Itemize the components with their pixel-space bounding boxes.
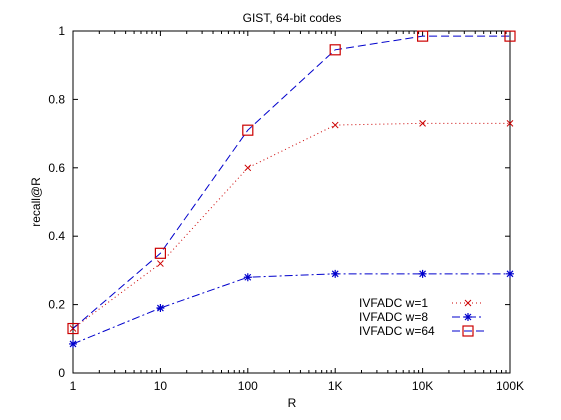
x-tick-label: 100K [496,379,524,393]
legend-label: IVFADC w=64 [359,324,435,338]
series-3 [67,30,516,335]
square-marker [504,30,516,42]
x-tick-labels: 1 10 100 1K 10K 100K [70,379,524,393]
star-marker [243,273,252,282]
x-tick-label: 10 [154,379,168,393]
square-marker [67,322,79,335]
series-line [72,35,510,329]
star-marker [156,304,165,313]
y-tick-labels: 0 0.2 0.4 0.6 0.8 1 [48,24,65,380]
star-marker [418,269,427,278]
series-2 [69,269,514,348]
x-tick-label: 1K [328,379,343,393]
y-tick-label: 0 [58,366,65,380]
x-marker [331,121,339,129]
star-marker [331,269,340,278]
x-marker [157,260,164,267]
x-axis-label: R [288,396,297,410]
star-marker [69,339,77,348]
legend-item: IVFADC w=64 [359,324,484,338]
square-marker [242,124,254,136]
x-marker [419,119,426,127]
y-tick-label: 1 [58,24,65,38]
star-marker [506,269,514,278]
y-tick-label: 0.6 [48,161,65,175]
square-marker [462,325,474,337]
x-tick-label: 10K [412,379,433,393]
legend-label: IVFADC w=1 [359,296,428,310]
y-axis-label: recall@R [29,177,43,227]
square-marker [329,44,341,56]
axis-ticks [72,30,511,374]
legend-item: IVFADC w=1 [359,296,484,310]
square-marker [154,247,166,259]
square-marker [417,30,429,42]
legend-label: IVFADC w=8 [359,310,428,324]
y-tick-label: 0.4 [48,229,65,243]
x-marker [506,119,514,127]
y-tick-label: 0.2 [48,298,65,312]
legend-item: IVFADC w=8 [359,310,484,324]
x-tick-label: 1 [70,379,77,393]
series-layer [67,30,516,348]
plot-area [72,30,511,374]
x-marker [244,164,252,172]
chart-title: GIST, 64-bit codes [243,11,342,25]
x-marker [464,299,472,307]
series-line [72,273,510,345]
x-tick-label: 100 [238,379,258,393]
y-tick-label: 0.8 [48,92,65,106]
star-marker [464,313,472,321]
